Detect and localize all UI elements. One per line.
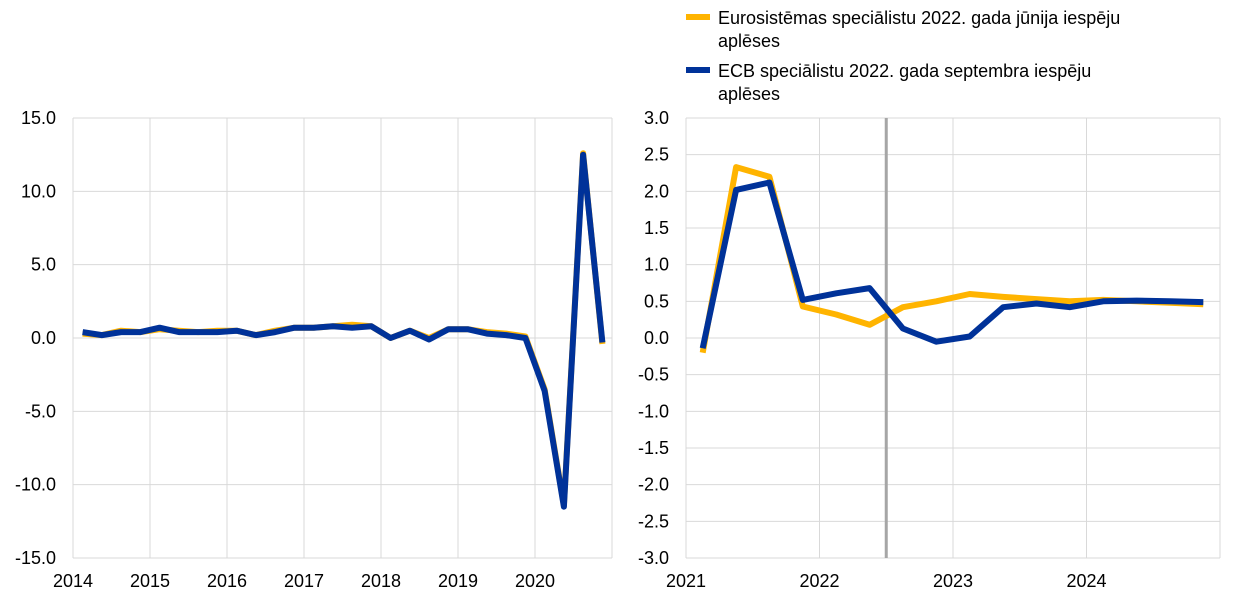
y-tick-label: -3.0 [638,548,669,568]
x-tick-label: 2023 [933,571,973,591]
legend: Eurosistēmas speciālistu 2022. gada jūni… [686,8,1120,104]
series-line-september [82,151,606,510]
y-tick-label: -1.5 [638,438,669,458]
x-tick-label: 2020 [515,571,555,591]
legend-item-june: Eurosistēmas speciālistu 2022. gada jūni… [686,8,1120,51]
x-tick-label: 2016 [207,571,247,591]
y-tick-label: 2.0 [644,181,669,201]
x-tick-label: 2022 [799,571,839,591]
y-tick-label: -2.0 [638,475,669,495]
legend-label-june-line2: aplēses [718,31,780,51]
legend-item-september: ECB speciālistu 2022. gada septembra ies… [686,61,1091,104]
y-tick-label: -15.0 [15,548,56,568]
y-tick-label: 15.0 [21,108,56,128]
series-line-september [699,179,1204,349]
y-tick-label: 2.5 [644,145,669,165]
y-tick-label: -0.5 [638,365,669,385]
y-tick-label: 3.0 [644,108,669,128]
y-tick-label: 1.0 [644,255,669,275]
y-tick-label: 10.0 [21,181,56,201]
y-tick-label: 0.5 [644,291,669,311]
right-panel-projection: 3.0 2.5 2.0 1.5 1.0 0.5 0.0 -0.5 -1.0 -1.5 -2.0 -2.… [638,108,1221,591]
y-tick-label: -10.0 [15,475,56,495]
legend-label-june-line1: Eurosistēmas speciālistu 2022. gada jūni… [718,8,1120,28]
left-panel-history: 15.0 10.0 5.0 0.0 -5.0 -10.0 -15.0 2014 2015 2016… [15,108,613,591]
legend-label-september-line2: aplēses [718,84,780,104]
y-tick-label: -1.0 [638,401,669,421]
x-tick-label: 2015 [130,571,170,591]
x-tick-label: 2024 [1066,571,1106,591]
y-tick-label: 1.5 [644,218,669,238]
y-tick-label: -2.5 [638,511,669,531]
x-tick-label: 2017 [284,571,324,591]
y-tick-label: 0.0 [31,328,56,348]
y-tick-label: -5.0 [25,401,56,421]
legend-label-september-line1: ECB speciālistu 2022. gada septembra ies… [718,61,1091,81]
x-tick-label: 2014 [53,571,93,591]
y-tick-label: 5.0 [31,255,56,275]
x-tick-label: 2019 [438,571,478,591]
y-tick-label: 0.0 [644,328,669,348]
x-tick-label: 2021 [666,571,706,591]
x-tick-label: 2018 [361,571,401,591]
